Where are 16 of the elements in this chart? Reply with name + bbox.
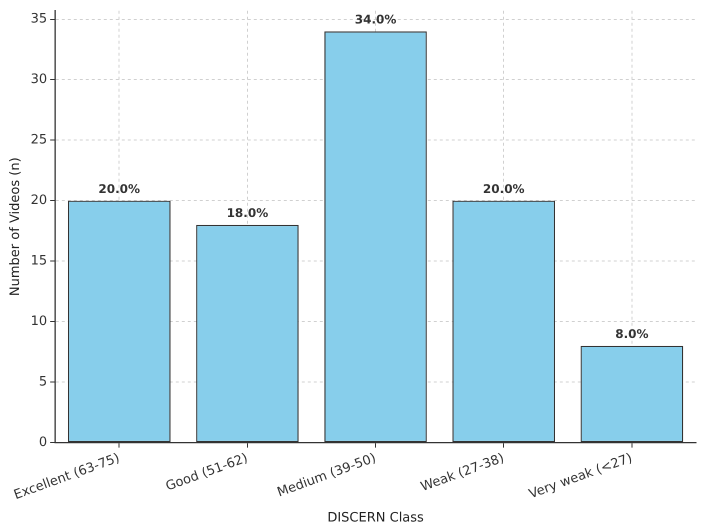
x-tick-label: Very weak (<27)	[527, 450, 634, 502]
y-tick-label: 25	[30, 132, 48, 148]
data-label: 34.0%	[354, 12, 396, 26]
y-axis-title: Number of Videos (n)	[8, 157, 24, 296]
y-tick-label: 20	[30, 193, 48, 208]
data-label: 20.0%	[482, 182, 525, 196]
data-label: 20.0%	[98, 182, 140, 196]
x-axis-title: DISCERN Class	[327, 510, 424, 526]
y-tick-label: 0	[38, 435, 48, 450]
data-label: 8.0%	[615, 326, 649, 341]
y-tick-label: 30	[30, 72, 48, 88]
y-tick-label: 10	[30, 314, 48, 330]
y-tick-label: 35	[30, 12, 48, 27]
data-label: 18.0%	[226, 206, 268, 220]
y-tick-label: 5	[38, 374, 48, 390]
y-tick-label: 15	[30, 254, 48, 269]
